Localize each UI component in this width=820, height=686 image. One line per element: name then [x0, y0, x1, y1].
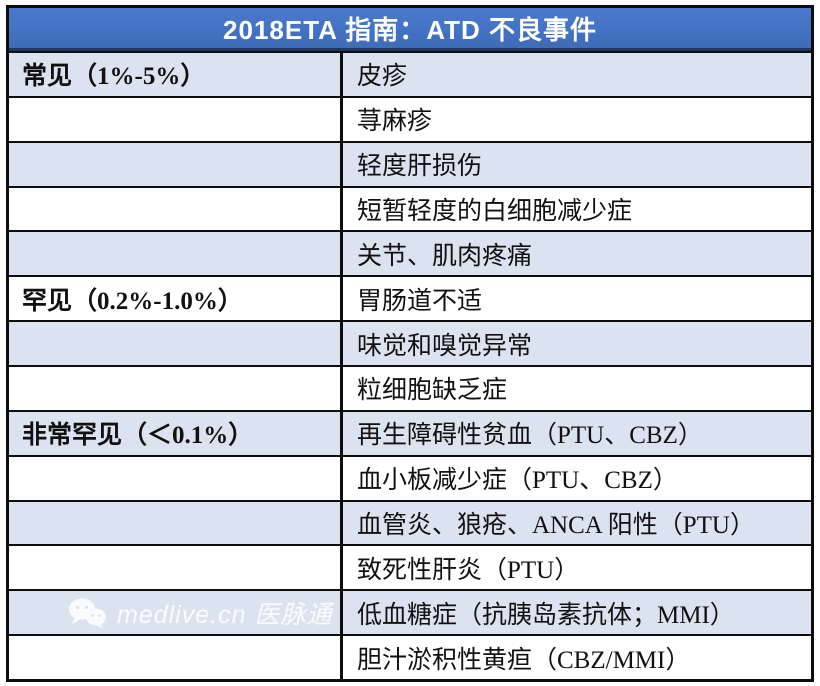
frequency-cell: 罕见（0.2%-1.0%） — [9, 277, 343, 321]
table-title: 2018ETA 指南：ATD 不良事件 — [9, 8, 811, 51]
event-cell: 低血糖症（抗胰岛素抗体；MMI） — [357, 601, 735, 629]
frequency-cell — [9, 367, 343, 410]
medlive-watermark: medlive.cn 医脉通 — [67, 595, 332, 631]
frequency-cell — [9, 322, 343, 366]
table-row: 罕见（0.2%-1.0%） 胃肠道不适 — [9, 275, 811, 321]
frequency-cell: medlive.cn 医脉通 — [9, 591, 343, 635]
adverse-events-table: 2018ETA 指南：ATD 不良事件 常见（1%-5%） 皮疹 荨麻疹 轻度肝… — [6, 5, 814, 682]
frequency-cell — [9, 232, 343, 276]
event-cell: 短暂轻度的白细胞减少症 — [357, 198, 633, 225]
frequency-cell — [9, 501, 343, 545]
event-cell: 粒细胞缺乏症 — [357, 377, 508, 405]
event-cell: 关节、肌肉疼痛 — [357, 242, 533, 270]
event-cell: 轻度肝损伤 — [357, 153, 483, 181]
frequency-cell: 常见（1%-5%） — [9, 53, 343, 96]
table-row: medlive.cn 医脉通 低血糖症（抗胰岛素抗体；MMI） — [9, 589, 811, 635]
wechat-icon — [69, 598, 106, 628]
event-cell: 血管炎、狼疮、ANCA 阳性（PTU） — [357, 512, 755, 540]
event-cell: 致死性肝炎（PTU） — [357, 556, 580, 584]
frequency-cell — [9, 546, 343, 590]
table-row: 胆汁淤积性黄疸（CBZ/MMI） — [9, 634, 811, 680]
frequency-cell — [9, 636, 343, 680]
table-row: 血小板减少症（PTU、CBZ） — [9, 454, 811, 500]
event-cell: 胃肠道不适 — [357, 287, 483, 315]
table-row: 致死性肝炎（PTU） — [9, 544, 811, 590]
table-row: 关节、肌肉疼痛 — [9, 230, 811, 276]
event-cell: 胆汁淤积性黄疸（CBZ/MMI） — [357, 646, 691, 674]
frequency-cell: 非常罕见（＜0.1%） — [9, 411, 343, 455]
table-row: 短暂轻度的白细胞减少症 — [9, 185, 811, 231]
event-cell: 味觉和嗅觉异常 — [357, 332, 533, 360]
table-row: 血管炎、狼疮、ANCA 阳性（PTU） — [9, 499, 811, 545]
frequency-cell — [9, 142, 343, 186]
event-cell: 血小板减少症（PTU、CBZ） — [357, 467, 678, 495]
frequency-cell — [9, 97, 343, 141]
table-row: 味觉和嗅觉异常 — [9, 320, 811, 366]
table-row: 粒细胞缺乏症 — [9, 365, 811, 410]
table-row: 轻度肝损伤 — [9, 140, 811, 186]
table-row: 常见（1%-5%） 皮疹 — [9, 51, 811, 96]
frequency-cell — [9, 456, 343, 500]
event-cell: 再生障碍性贫血（PTU、CBZ） — [357, 422, 703, 450]
event-cell: 皮疹 — [357, 63, 408, 91]
event-cell: 荨麻疹 — [357, 108, 433, 136]
table-row: 荨麻疹 — [9, 95, 811, 141]
watermark-text: medlive.cn 医脉通 — [117, 600, 333, 629]
table-row: 非常罕见（＜0.1%） 再生障碍性贫血（PTU、CBZ） — [9, 409, 811, 455]
frequency-cell — [9, 187, 343, 231]
